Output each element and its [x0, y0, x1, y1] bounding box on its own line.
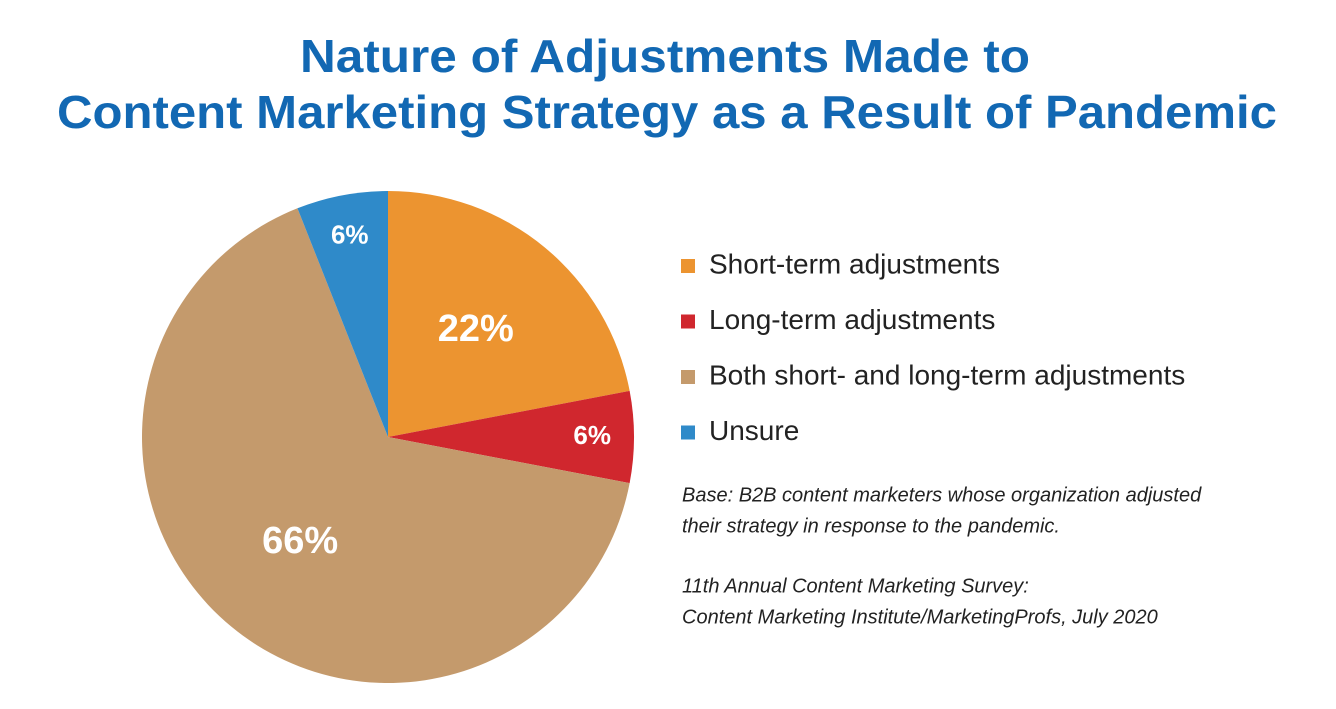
note: Base: B2B content marketers whose organi… — [682, 484, 1202, 506]
value-label: 22% — [438, 308, 514, 350]
value-label: 6% — [573, 420, 611, 450]
legend-label: Long-term adjustments — [709, 304, 995, 335]
pie-slice — [388, 191, 630, 437]
legend-swatch — [681, 370, 695, 384]
note: Content Marketing Institute/MarketingPro… — [682, 606, 1158, 628]
legend-swatch — [681, 314, 695, 329]
pie-slice — [388, 390, 634, 484]
legend-swatch — [681, 259, 695, 273]
legend-label: Short-term adjustments — [709, 248, 1000, 279]
chart-title: Content Marketing Strategy as a Result o… — [57, 86, 1277, 138]
legend-label: Both short- and long-term adjustments — [709, 359, 1185, 390]
value-label: 6% — [331, 219, 369, 249]
note: 11th Annual Content Marketing Survey: — [682, 575, 1029, 597]
pie-slice — [297, 191, 388, 437]
chart-title: Nature of Adjustments Made to — [300, 30, 1030, 82]
legend-label: Unsure — [709, 415, 799, 446]
note: their strategy in response to the pandem… — [682, 515, 1060, 537]
legend-swatch — [681, 425, 695, 440]
pie-slice — [141, 208, 630, 684]
value-label: 66% — [262, 520, 338, 562]
